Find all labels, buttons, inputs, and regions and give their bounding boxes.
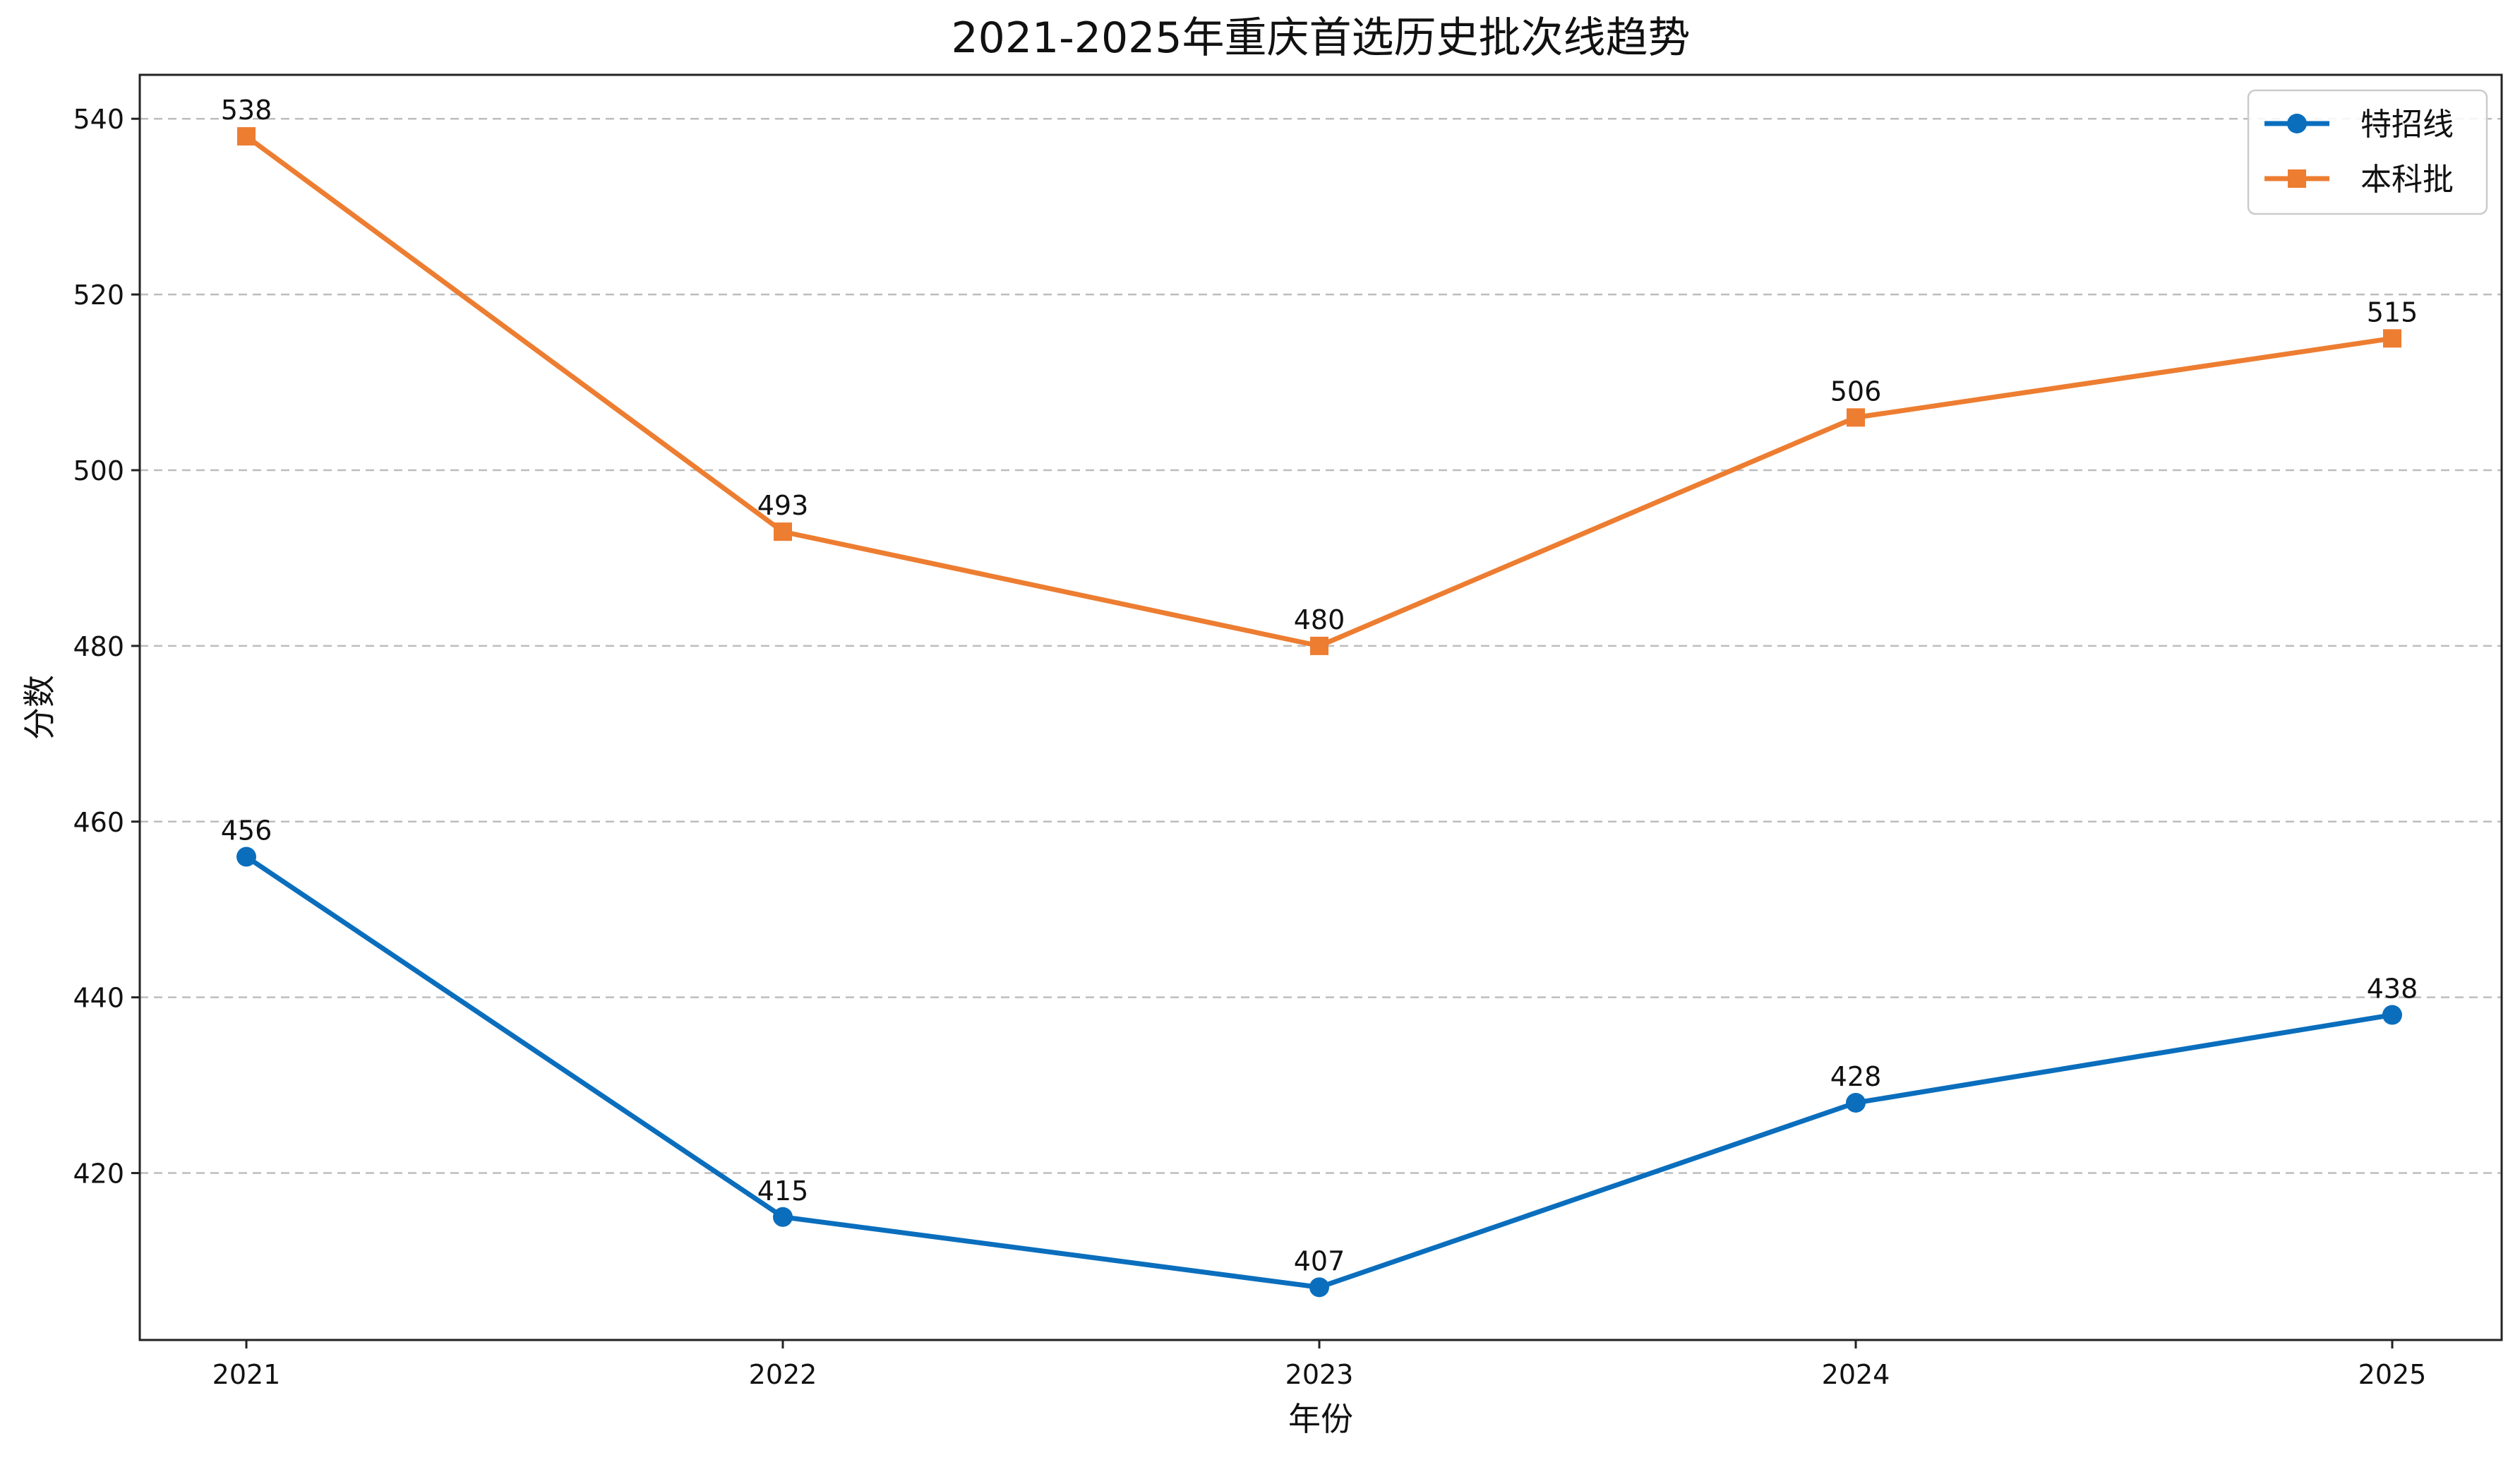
- data-point: [773, 1207, 793, 1227]
- data-point: [774, 522, 792, 541]
- y-axis-label: 分数: [20, 675, 59, 740]
- data-label: 480: [1294, 604, 1345, 635]
- chart-title: 2021-2025年重庆首选历史批次线趋势: [951, 13, 1690, 63]
- y-tick-label: 540: [73, 104, 124, 135]
- data-label: 415: [757, 1175, 809, 1207]
- x-axis-ticks: 2021 2022 2023 2024 2025: [212, 1340, 2427, 1390]
- series-line: [244, 134, 2393, 649]
- y-tick-label: 520: [73, 280, 124, 311]
- data-point: [1309, 1277, 1329, 1298]
- series-line: [245, 854, 2393, 1290]
- legend-item-1: 特招线: [2264, 107, 2454, 143]
- series-layer: 456 415 407 428 438 538 493 480 506 515: [221, 95, 2418, 1298]
- x-axis-label: 年份: [1288, 1400, 1353, 1438]
- y-tick-label: 500: [73, 455, 124, 486]
- series-2: 538 493 480 506 515: [221, 95, 2418, 655]
- data-point: [237, 127, 256, 146]
- y-tick-label: 460: [73, 807, 124, 838]
- data-label: 428: [1830, 1061, 1882, 1092]
- legend-marker: [2288, 169, 2306, 188]
- data-point: [2382, 1005, 2402, 1025]
- x-tick-label: 2023: [1285, 1359, 1354, 1390]
- data-label: 506: [1830, 376, 1882, 407]
- data-point: [1310, 636, 1328, 655]
- data-point: [236, 846, 256, 867]
- data-label: 515: [2367, 297, 2418, 328]
- y-tick-label: 440: [73, 983, 124, 1014]
- data-label: 407: [1294, 1245, 1345, 1276]
- data-point: [2383, 329, 2401, 348]
- y-axis-ticks: 420 440 460 480 500 520 540: [73, 104, 140, 1190]
- legend-item-2: 本科批: [2264, 162, 2454, 198]
- data-label: 438: [2367, 974, 2418, 1005]
- y-gridlines: [140, 117, 2502, 1174]
- x-tick-label: 2022: [749, 1359, 817, 1390]
- data-point: [1847, 408, 1865, 427]
- legend-label: 本科批: [2360, 162, 2454, 198]
- series-1: 456 415 407 428 438: [221, 815, 2418, 1298]
- legend-label: 特招线: [2360, 107, 2454, 143]
- y-tick-label: 420: [73, 1159, 124, 1190]
- x-tick-label: 2024: [1822, 1359, 1890, 1390]
- plot-area-frame: [138, 73, 2503, 1341]
- data-label: 493: [757, 490, 809, 521]
- data-label: 456: [221, 815, 272, 846]
- y-tick-label: 480: [73, 631, 124, 662]
- data-label: 538: [221, 95, 272, 126]
- legend-marker: [2287, 114, 2307, 133]
- x-tick-label: 2021: [212, 1359, 281, 1390]
- data-point: [1846, 1093, 1866, 1113]
- x-tick-label: 2025: [2358, 1359, 2427, 1390]
